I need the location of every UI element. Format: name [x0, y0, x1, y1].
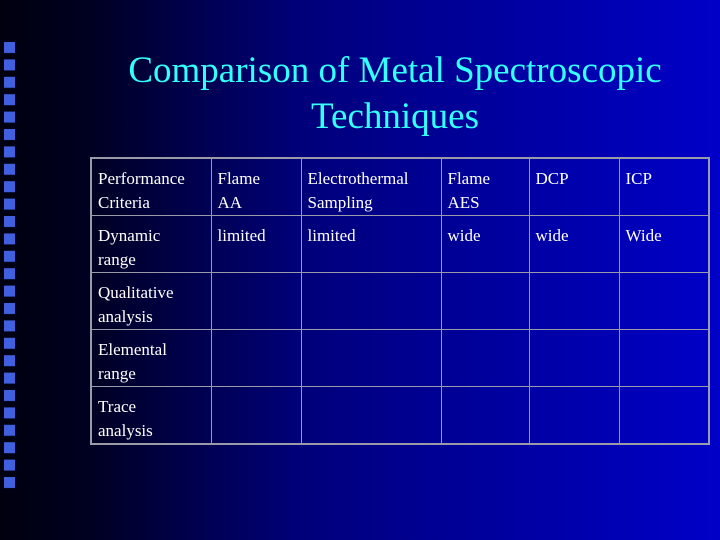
table-cell: ICP: [618, 157, 710, 216]
table-row: Elemental range: [90, 329, 710, 387]
table-cell: Qualitative analysis: [90, 272, 212, 330]
slide-title: Comparison of Metal Spectroscopic Techni…: [128, 50, 662, 137]
table-cell: [618, 272, 710, 330]
table-cell: [528, 329, 620, 387]
table-cell: [300, 272, 442, 330]
comparison-table: Performance Criteria Flame AA Electrotherm…: [90, 157, 710, 445]
table-row: Qualitative analysis: [90, 272, 710, 330]
table-cell: [618, 329, 710, 387]
table-cell: Flame AA: [210, 157, 302, 216]
table-cell: [528, 272, 620, 330]
table-cell: [210, 386, 302, 445]
table-cell: limited: [210, 215, 302, 273]
table-cell: [440, 329, 530, 387]
table-cell: wide: [528, 215, 620, 273]
table-cell: [440, 272, 530, 330]
decor-strip: [0, 40, 24, 490]
table-cell: [618, 386, 710, 445]
table-cell: limited: [300, 215, 442, 273]
table-row: Trace analysis: [90, 386, 710, 445]
table-cell: Flame AES: [440, 157, 530, 216]
table-cell: [300, 329, 442, 387]
table-cell: [210, 329, 302, 387]
table-row: Performance Criteria Flame AA Electrotherm…: [90, 157, 710, 216]
table-cell: Wide: [618, 215, 710, 273]
table-cell: [210, 272, 302, 330]
table-cell: Performance Criteria: [90, 157, 212, 216]
table-cell: Trace analysis: [90, 386, 212, 445]
table-row: Dynamic range limited limited wide wide Wide: [90, 215, 710, 273]
table-cell: Elemental range: [90, 329, 212, 387]
table-cell: [440, 386, 530, 445]
table-cell: Electrothermal Sampling: [300, 157, 442, 216]
table-cell: wide: [440, 215, 530, 273]
table-cell: [300, 386, 442, 445]
table-cell: Dynamic range: [90, 215, 212, 273]
table-cell: [528, 386, 620, 445]
table-cell: DCP: [528, 157, 620, 216]
